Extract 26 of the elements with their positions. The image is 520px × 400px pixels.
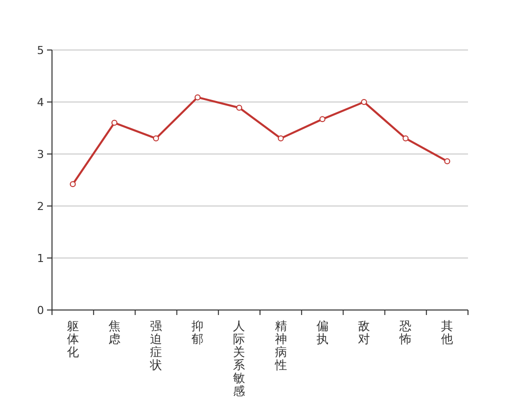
y-tick-label: 3 (37, 148, 44, 161)
point (111, 120, 118, 126)
x-tick-label: 躯体化 (66, 319, 79, 359)
x-tick-label: 抑郁 (192, 319, 204, 346)
x-tick-label: 恐怖 (398, 319, 412, 346)
y-tick-label: 1 (37, 252, 44, 265)
y-tick-label: 5 (37, 44, 44, 57)
point (361, 99, 367, 105)
y-tick-label: 0 (37, 304, 44, 317)
point (444, 158, 450, 164)
point (319, 116, 326, 122)
point (402, 135, 409, 142)
point (153, 135, 159, 142)
y-tick-label: 4 (37, 96, 44, 109)
point (278, 135, 284, 142)
point (70, 181, 76, 188)
x-tick-label: 其他 (441, 319, 454, 346)
point (236, 104, 242, 111)
x-tick-label: 强迫症状 (149, 319, 162, 372)
x-tick-label: 人际关系敏感 (233, 319, 246, 398)
x-tick-label: 偏执 (316, 319, 328, 346)
x-tick-label: 精神病性 (274, 319, 287, 372)
x-tick-label: 敌对 (358, 319, 370, 346)
x-tick-label: 焦虑 (108, 319, 120, 346)
y-tick-label: 2 (37, 200, 44, 213)
point (194, 94, 201, 100)
